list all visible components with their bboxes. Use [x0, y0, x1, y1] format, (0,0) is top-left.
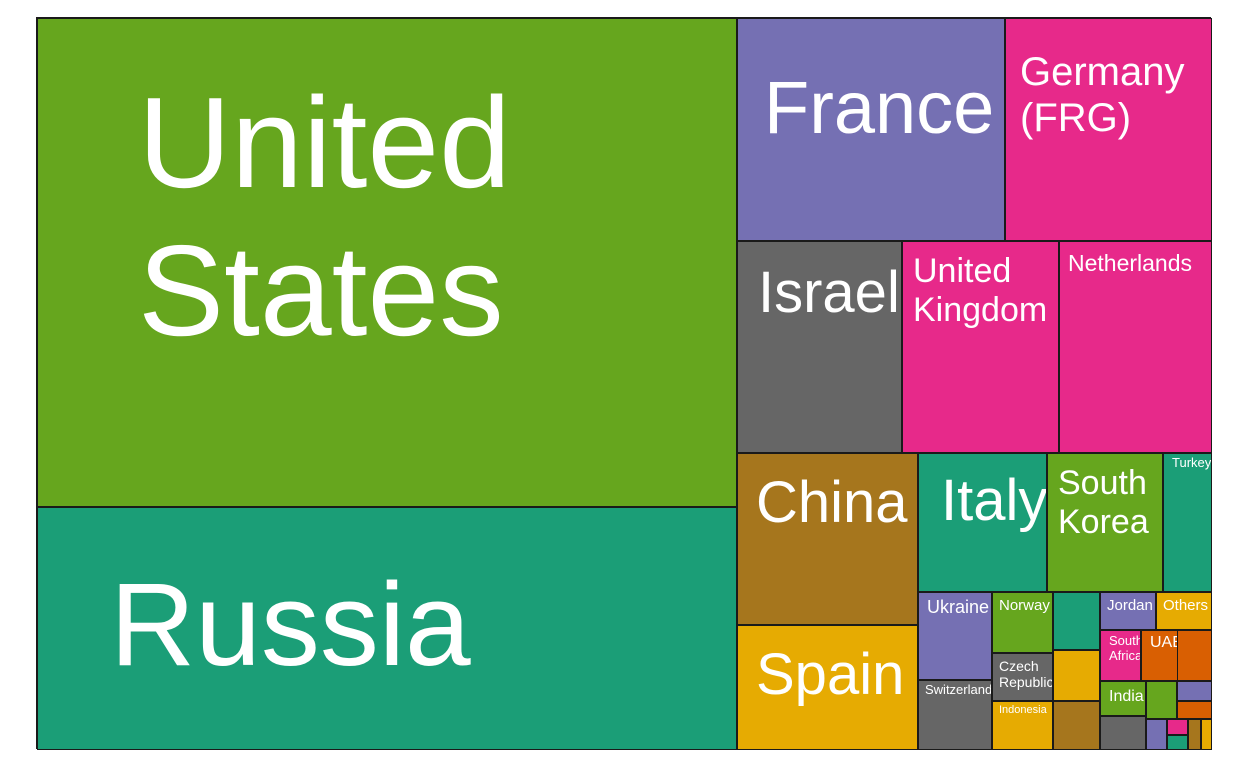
treemap-tile-label: Indonesia: [999, 704, 1047, 716]
treemap-tile: China: [737, 453, 918, 625]
treemap-tile: United Kingdom: [902, 241, 1059, 453]
treemap-tile: Spain: [737, 625, 918, 750]
treemap-tile: Ukraine: [918, 592, 992, 680]
treemap-tile-label: Israel: [758, 260, 900, 325]
treemap-tile: Norway: [992, 592, 1053, 653]
treemap-tile: [1177, 701, 1212, 719]
treemap-tile: United States: [37, 18, 737, 507]
treemap-tile: [1188, 719, 1201, 750]
treemap-tile: [1146, 719, 1167, 750]
treemap-tile-label: Spain: [756, 642, 905, 707]
treemap-tile: [1167, 735, 1188, 750]
treemap-tile-label: United States: [138, 71, 511, 364]
treemap-tile-label: Netherlands: [1068, 250, 1193, 276]
treemap-tile: [1177, 630, 1212, 681]
treemap-tile-label: Czech Republic: [999, 658, 1053, 691]
treemap-tile-label: Germany (FRG): [1020, 50, 1185, 140]
treemap-tile-label: Italy: [941, 468, 1047, 533]
treemap-tile: Switzerland: [918, 680, 992, 750]
treemap-tile: [1100, 716, 1146, 750]
treemap-tile: Germany (FRG): [1005, 18, 1212, 241]
treemap-tile: South Africa: [1100, 630, 1141, 681]
treemap-tile-label: Switzerland: [925, 682, 992, 697]
treemap-tile: [1177, 681, 1212, 701]
treemap-tile: Netherlands: [1059, 241, 1212, 453]
treemap-tile-label: China: [756, 470, 908, 535]
treemap-tile-label: United Kingdom: [913, 252, 1048, 330]
treemap-tile-label: South Korea: [1058, 464, 1149, 542]
treemap-tile: Indonesia: [992, 701, 1053, 750]
treemap-tile-label: Turkey: [1172, 455, 1212, 470]
treemap-tile: [1053, 701, 1100, 750]
treemap-tile: [1053, 650, 1100, 701]
treemap-tile: Israel: [737, 241, 902, 453]
treemap-tile-label: Others: [1163, 597, 1209, 614]
treemap-tile-label: Jordan: [1107, 597, 1153, 614]
treemap-tile: India: [1100, 681, 1146, 716]
treemap-tile-label: Russia: [110, 559, 471, 691]
treemap-tile: Jordan: [1100, 592, 1156, 630]
treemap-tile: Czech Republic: [992, 653, 1053, 701]
treemap-tile-label: South Africa: [1109, 633, 1141, 663]
treemap-tile-label: Norway: [999, 597, 1050, 614]
treemap-chart: United States Russia France Germany (FRG) Is…: [36, 17, 1212, 750]
treemap-tile: South Korea: [1047, 453, 1163, 592]
treemap-tile-label: France: [764, 66, 995, 149]
treemap-tile: [1146, 681, 1177, 719]
treemap-tile: [1167, 719, 1188, 735]
treemap-tile: [1201, 719, 1212, 750]
treemap-tile: Turkey: [1163, 453, 1212, 592]
treemap-tile-label: India: [1109, 688, 1144, 705]
treemap-tile-label: UAE: [1150, 634, 1183, 651]
treemap-tile: France: [737, 18, 1005, 241]
treemap-tile: Others: [1156, 592, 1212, 630]
treemap-tile: Russia: [37, 507, 737, 750]
treemap-tile-label: Ukraine: [927, 597, 990, 617]
treemap-tile: Italy: [918, 453, 1047, 592]
treemap-tile: [1053, 592, 1100, 650]
